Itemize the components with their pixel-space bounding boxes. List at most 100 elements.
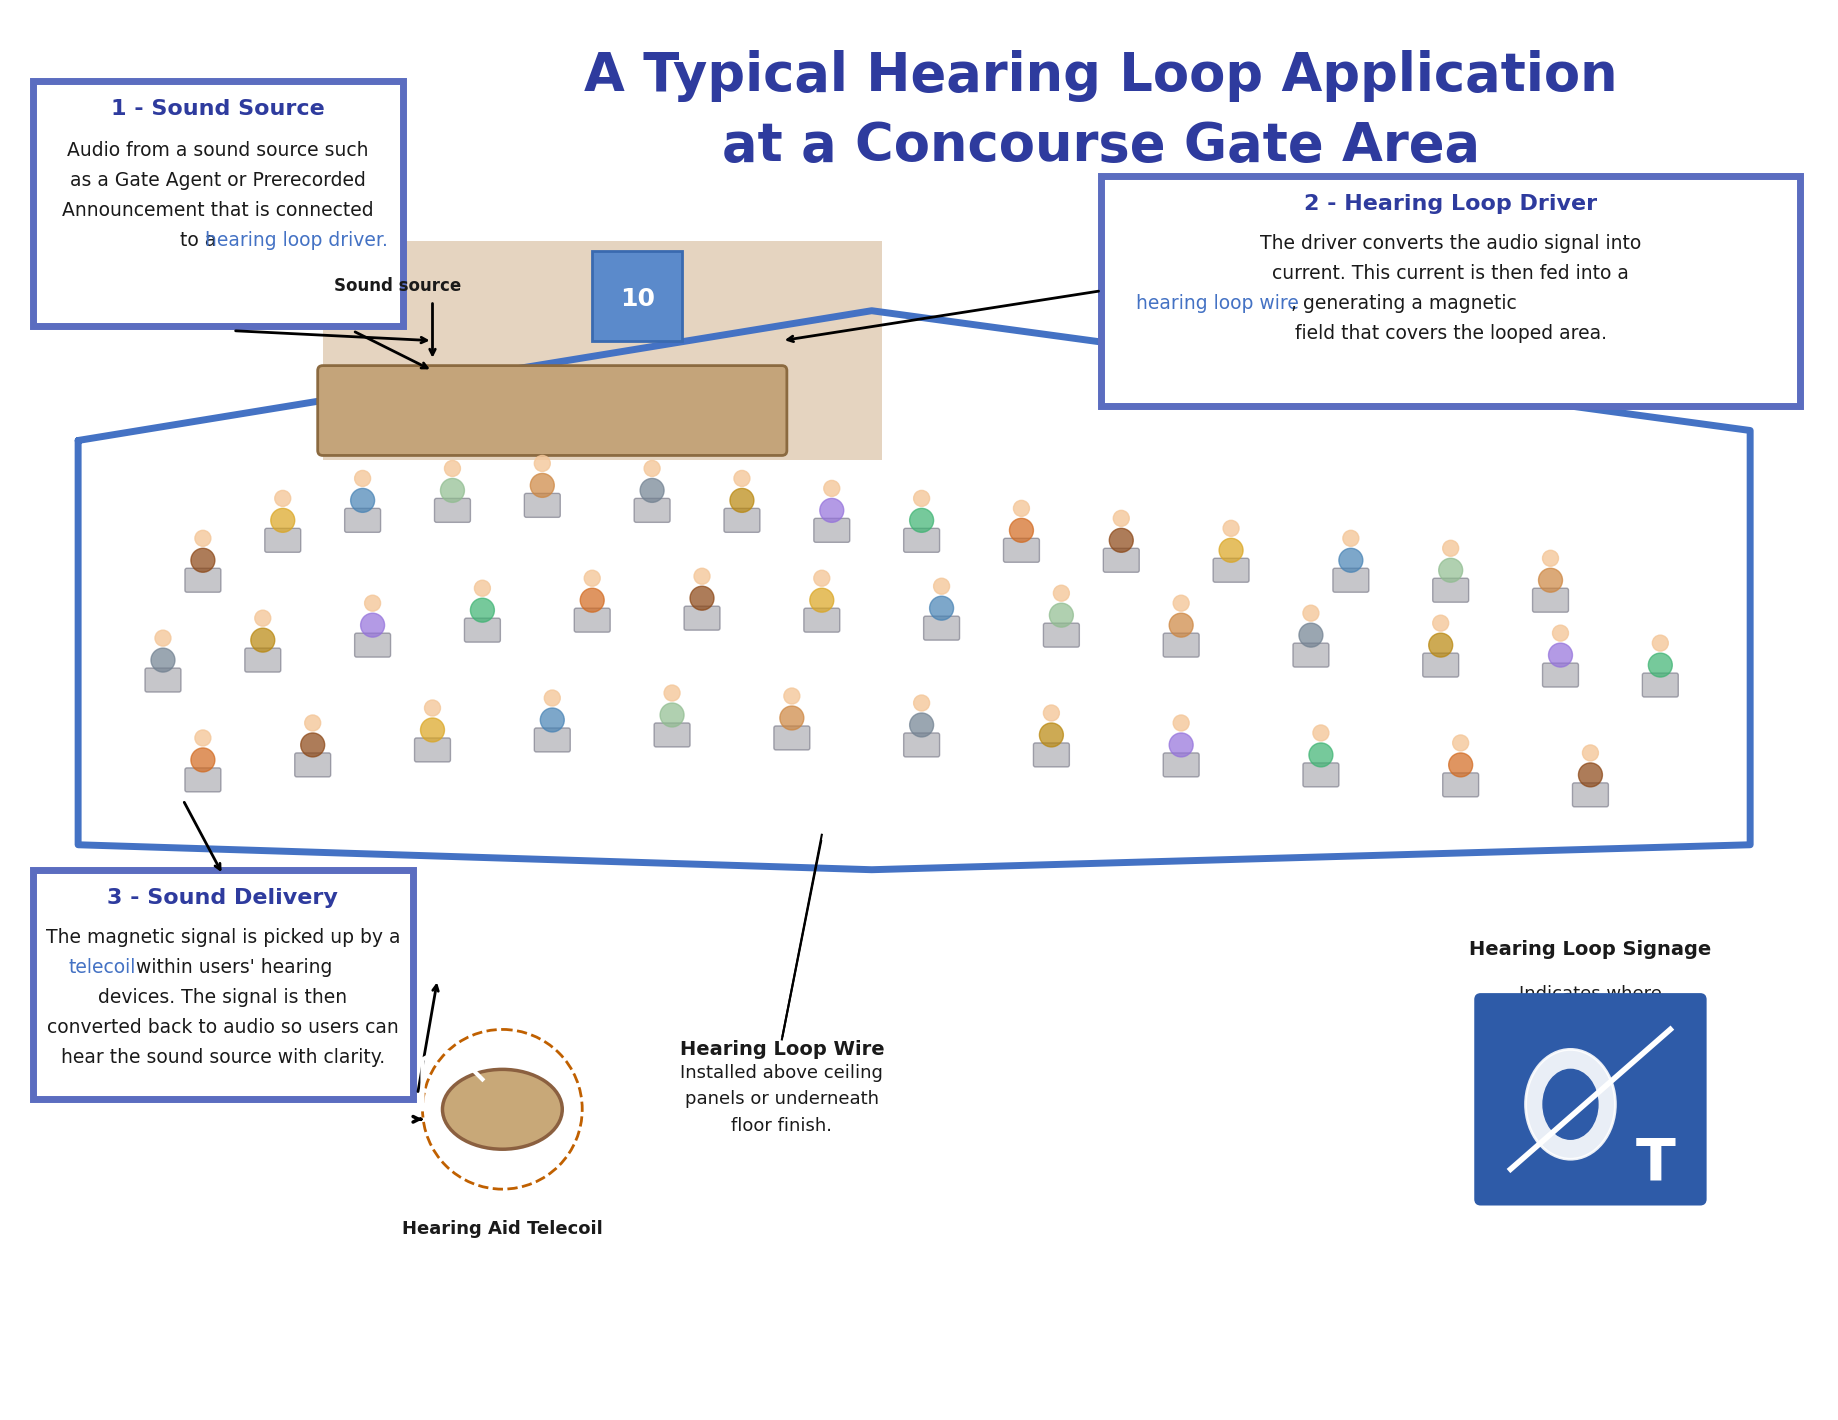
Circle shape [195, 530, 211, 547]
Circle shape [191, 548, 215, 572]
FancyBboxPatch shape [33, 81, 403, 325]
Circle shape [1309, 743, 1333, 767]
Text: converted back to audio so users can: converted back to audio so users can [48, 1018, 399, 1037]
Circle shape [1439, 558, 1463, 582]
Ellipse shape [1526, 1049, 1616, 1159]
Circle shape [1049, 604, 1073, 628]
Text: T: T [1636, 1136, 1674, 1193]
Circle shape [540, 709, 564, 731]
Text: Hearing Aid Telecoil: Hearing Aid Telecoil [403, 1220, 603, 1238]
Circle shape [660, 703, 684, 727]
Circle shape [1173, 595, 1189, 611]
FancyBboxPatch shape [1443, 772, 1478, 797]
Circle shape [1013, 500, 1029, 517]
Circle shape [689, 586, 713, 611]
FancyBboxPatch shape [1163, 753, 1198, 777]
Circle shape [1448, 753, 1472, 777]
Text: Hearing Loop Wire: Hearing Loop Wire [680, 1039, 884, 1059]
FancyBboxPatch shape [634, 498, 671, 523]
Circle shape [930, 596, 954, 621]
Circle shape [474, 581, 491, 596]
FancyBboxPatch shape [318, 365, 787, 456]
Circle shape [1114, 510, 1129, 527]
FancyBboxPatch shape [294, 753, 331, 777]
FancyBboxPatch shape [1033, 743, 1070, 767]
Text: 10: 10 [619, 287, 654, 311]
FancyBboxPatch shape [145, 667, 180, 692]
Text: hearing loop wire: hearing loop wire [1136, 294, 1299, 314]
Circle shape [910, 713, 934, 737]
Text: Audio from a sound source such: Audio from a sound source such [68, 142, 369, 160]
FancyBboxPatch shape [1423, 653, 1459, 677]
Circle shape [1219, 538, 1242, 562]
Circle shape [274, 490, 290, 507]
Circle shape [640, 479, 664, 503]
Circle shape [1169, 613, 1193, 638]
FancyBboxPatch shape [1573, 782, 1608, 807]
FancyBboxPatch shape [524, 493, 561, 517]
Circle shape [779, 706, 803, 730]
Circle shape [531, 473, 555, 497]
Circle shape [270, 508, 294, 532]
FancyBboxPatch shape [346, 508, 380, 532]
Circle shape [695, 568, 709, 584]
FancyBboxPatch shape [244, 648, 281, 672]
Circle shape [733, 470, 750, 487]
Circle shape [811, 588, 834, 612]
Circle shape [250, 628, 274, 652]
Text: Indicates where
hearing loop services
are provided.: Indicates where hearing loop services ar… [1494, 984, 1687, 1055]
Text: A Typical Hearing Loop Application: A Typical Hearing Loop Application [584, 50, 1617, 102]
Circle shape [1583, 746, 1599, 761]
Circle shape [1312, 726, 1329, 741]
Text: Announcement that is connected: Announcement that is connected [62, 202, 373, 220]
Text: 3 - Sound Delivery: 3 - Sound Delivery [107, 888, 338, 907]
Circle shape [351, 488, 375, 513]
Circle shape [445, 460, 461, 477]
Text: field that covers the looped area.: field that covers the looped area. [1294, 324, 1606, 344]
Circle shape [1542, 551, 1559, 567]
Circle shape [364, 595, 380, 611]
Circle shape [934, 578, 950, 594]
Text: telecoil: telecoil [68, 959, 136, 977]
FancyBboxPatch shape [1643, 673, 1678, 697]
Circle shape [1548, 643, 1573, 667]
Circle shape [1110, 528, 1134, 552]
FancyBboxPatch shape [535, 728, 570, 753]
Text: within users' hearing: within users' hearing [130, 959, 333, 977]
Circle shape [425, 700, 441, 716]
Circle shape [1344, 530, 1358, 547]
Circle shape [823, 480, 840, 497]
Circle shape [1579, 763, 1603, 787]
FancyBboxPatch shape [323, 241, 882, 460]
FancyBboxPatch shape [1533, 588, 1568, 612]
Circle shape [584, 571, 601, 586]
FancyBboxPatch shape [1163, 633, 1198, 657]
Circle shape [255, 611, 270, 626]
Text: 2 - Hearing Loop Driver: 2 - Hearing Loop Driver [1305, 195, 1597, 214]
Text: as a Gate Agent or Prerecorded: as a Gate Agent or Prerecorded [70, 172, 366, 190]
Text: to a: to a [180, 231, 222, 250]
Circle shape [1053, 585, 1070, 601]
Text: devices. The signal is then: devices. The signal is then [97, 988, 347, 1007]
FancyBboxPatch shape [573, 608, 610, 632]
FancyBboxPatch shape [1432, 578, 1469, 602]
Circle shape [305, 716, 320, 731]
Circle shape [1169, 733, 1193, 757]
FancyBboxPatch shape [803, 608, 840, 632]
Text: The magnetic signal is picked up by a: The magnetic signal is picked up by a [46, 929, 401, 947]
Circle shape [535, 456, 550, 471]
FancyBboxPatch shape [724, 508, 759, 532]
FancyBboxPatch shape [1333, 568, 1369, 592]
Circle shape [1338, 548, 1362, 572]
Text: The driver converts the audio signal into: The driver converts the audio signal int… [1261, 234, 1641, 253]
FancyBboxPatch shape [904, 528, 939, 552]
FancyBboxPatch shape [904, 733, 939, 757]
Circle shape [1538, 568, 1562, 592]
Text: Installed above ceiling
panels or underneath
floor finish.: Installed above ceiling panels or undern… [680, 1064, 884, 1135]
FancyBboxPatch shape [33, 869, 412, 1099]
Circle shape [195, 730, 211, 746]
Circle shape [355, 470, 371, 487]
Circle shape [814, 571, 829, 586]
FancyBboxPatch shape [465, 618, 500, 642]
FancyBboxPatch shape [1213, 558, 1250, 582]
